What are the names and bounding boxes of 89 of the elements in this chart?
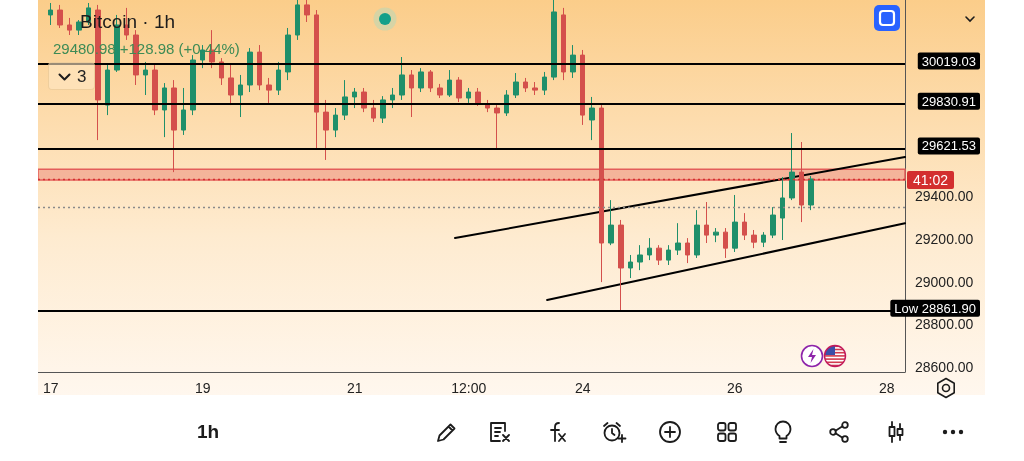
candlestick <box>418 67 424 93</box>
candlestick <box>399 56 405 101</box>
candlestick <box>561 7 566 81</box>
candlestick <box>342 79 348 121</box>
candlestick <box>181 87 186 136</box>
ref-line-label: 29830.91 <box>921 93 976 109</box>
candlestick <box>380 95 386 124</box>
candlestick <box>143 61 148 96</box>
candlestick <box>789 132 795 201</box>
candlestick <box>580 49 585 126</box>
candlestick <box>494 104 500 149</box>
candlestick <box>314 9 319 149</box>
candlestick <box>637 244 643 271</box>
candlestick <box>513 72 519 99</box>
candlestick <box>247 47 253 93</box>
candlestick <box>542 71 547 96</box>
candlestick <box>761 231 766 248</box>
x-tick-label: 28 <box>879 380 895 396</box>
candlestick <box>162 82 167 138</box>
y-tick-label: 28600.00 <box>915 359 974 376</box>
candlestick <box>333 107 338 138</box>
y-tick-label: 29400.00 <box>915 188 974 205</box>
y-tick-label: 29200.00 <box>915 230 974 247</box>
candlestick <box>390 87 395 109</box>
x-tick-label: 19 <box>194 380 211 396</box>
candlestick <box>589 96 595 141</box>
candlestick <box>437 83 443 99</box>
annotation: 3 <box>77 67 87 86</box>
candlestick <box>618 219 624 312</box>
text: 1h <box>197 421 220 443</box>
candlestick <box>304 0 310 23</box>
x-tick-label: 26 <box>726 380 743 396</box>
candlestick <box>532 81 538 96</box>
candlestick <box>704 201 709 244</box>
ref-line-label: 30019.03 <box>921 53 976 69</box>
candlestick <box>257 44 262 91</box>
candlestick <box>105 64 110 116</box>
candlestick <box>475 87 481 107</box>
candlestick <box>352 87 357 109</box>
candlestick <box>599 104 604 283</box>
candlestick <box>266 77 272 104</box>
candlestick <box>732 194 738 253</box>
candlestick <box>656 244 662 266</box>
candlestick <box>675 222 681 256</box>
candlestick <box>751 229 757 249</box>
toggle-button: 3 <box>48 62 95 90</box>
candlestick <box>57 4 63 29</box>
candlestick <box>447 69 452 98</box>
candlestick <box>694 209 700 259</box>
candlestick <box>799 141 804 223</box>
candlestick <box>238 74 243 118</box>
x-tick-label: 12:00 <box>451 380 487 396</box>
candlestick <box>523 77 528 93</box>
candlestick <box>685 237 690 264</box>
candlestick <box>171 79 177 173</box>
candlestick <box>409 69 414 118</box>
candlestick <box>48 2 53 26</box>
candlestick <box>570 44 576 79</box>
candlestick <box>67 17 72 36</box>
candlestick <box>647 237 652 261</box>
candlestick <box>428 69 433 93</box>
candlestick <box>76 19 82 36</box>
candlestick <box>323 99 329 161</box>
candlestick <box>276 61 281 96</box>
candlestick <box>456 76 462 103</box>
candlestick <box>723 227 728 259</box>
candlestick <box>371 99 376 123</box>
candlestick <box>295 0 300 41</box>
candlestick <box>551 0 557 81</box>
candlestick <box>770 206 776 239</box>
candlestick <box>608 199 614 246</box>
candlestick <box>713 227 719 243</box>
y-tick-label: 28800.00 <box>915 316 974 333</box>
candlestick <box>228 64 234 106</box>
x-tick-label: 24 <box>574 380 591 396</box>
candlestick <box>152 64 158 116</box>
y-tick-label: 29000.00 <box>915 273 974 290</box>
ref-line-label: 29621.53 <box>921 138 976 154</box>
candlestick <box>628 254 633 279</box>
candlestick <box>466 87 471 104</box>
candlestick <box>742 212 747 241</box>
text: 41:02 <box>907 171 955 189</box>
candlestick <box>285 27 291 81</box>
x-tick-label: 17 <box>42 380 59 396</box>
candlestick <box>666 244 671 266</box>
ref-line-label: Low 28861.90 <box>894 300 976 316</box>
candlestick <box>808 175 814 211</box>
x-tick-label: 21 <box>346 380 363 396</box>
candlestick <box>780 176 785 241</box>
